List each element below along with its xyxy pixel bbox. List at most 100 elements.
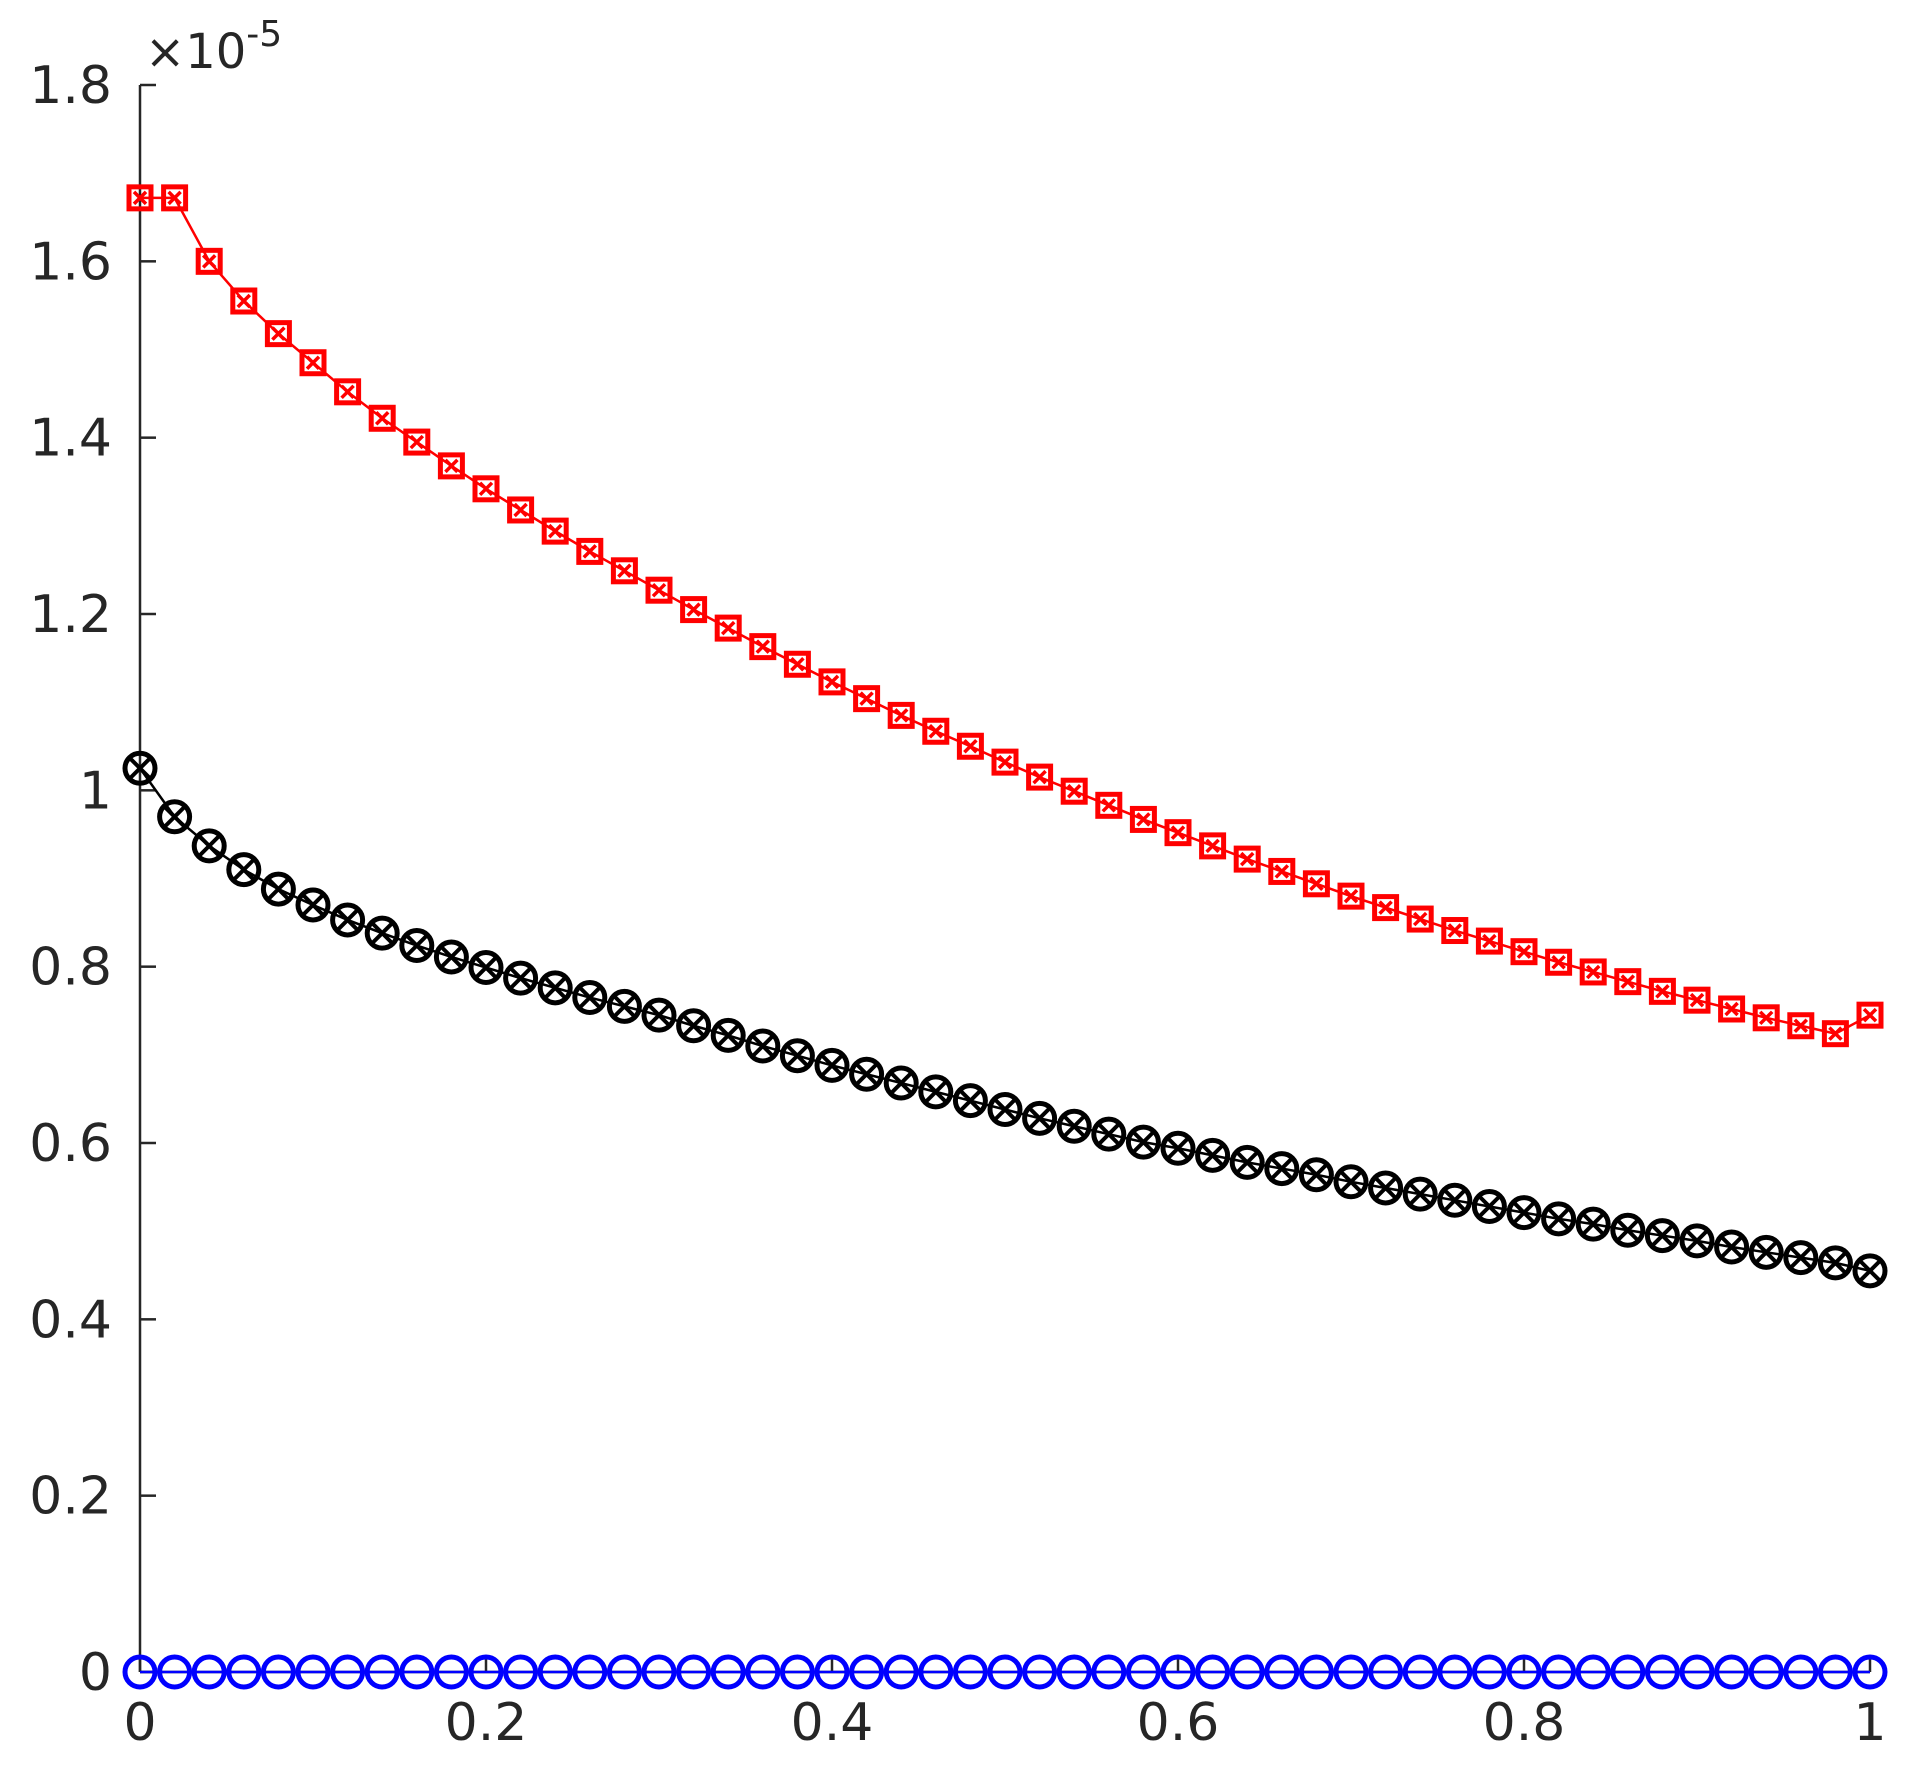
data-point (1718, 995, 1746, 1023)
cross-marker (439, 944, 464, 969)
circle-marker (641, 997, 677, 1033)
square-marker (1510, 938, 1538, 966)
data-point (749, 633, 777, 661)
square-marker (1718, 995, 1746, 1023)
cross-marker (305, 355, 321, 370)
cross-marker (1585, 964, 1601, 980)
circle-marker (1091, 1116, 1127, 1152)
circle-marker (503, 1654, 539, 1690)
data-point (191, 828, 227, 864)
cross-marker (854, 1062, 879, 1087)
cross-marker (824, 674, 840, 690)
x-tick-label: 0.8 (1483, 1693, 1566, 1753)
cross-marker (1862, 1007, 1878, 1023)
circle-marker (987, 1091, 1023, 1127)
data-point (745, 1654, 781, 1690)
circle-marker (1575, 1206, 1611, 1242)
data-point (537, 1654, 573, 1690)
circle-marker (1541, 1654, 1577, 1690)
exponent-base: ×10 (145, 24, 246, 80)
data-point (987, 1654, 1023, 1690)
series-line (138, 767, 1871, 1273)
cross-marker (1170, 825, 1186, 840)
data-point (1817, 1245, 1853, 1281)
y-tick-label: 1 (79, 761, 112, 821)
data-point (641, 997, 677, 1033)
square-marker (1164, 819, 1192, 847)
cross-marker (1412, 911, 1428, 927)
cross-marker (1378, 900, 1393, 915)
data-point (1506, 1654, 1542, 1690)
data-point (887, 701, 915, 729)
data-point (1644, 1218, 1680, 1254)
data-point (779, 1654, 815, 1690)
data-point (1852, 1654, 1888, 1690)
cross-marker (132, 190, 148, 206)
data-point (1095, 791, 1123, 819)
circle-marker (1506, 1195, 1542, 1231)
square-marker (1752, 1004, 1780, 1032)
circle-marker (1437, 1182, 1473, 1218)
circle-marker (779, 1038, 815, 1074)
square-marker (1199, 832, 1227, 860)
cross-marker (508, 966, 533, 991)
circle-marker (918, 1654, 954, 1690)
data-point (883, 1065, 919, 1101)
circle-marker (399, 1654, 435, 1690)
y-tick-label: 1.4 (29, 409, 112, 469)
data-point (1229, 1654, 1265, 1690)
circle-marker (676, 1008, 712, 1044)
cross-marker (1758, 1010, 1774, 1026)
circle-marker (537, 970, 573, 1006)
circle-marker (1714, 1654, 1750, 1690)
cross-marker (231, 857, 256, 882)
data-point (1368, 1170, 1404, 1206)
circle-marker (745, 1654, 781, 1690)
data-point (295, 887, 331, 923)
data-point (1510, 938, 1538, 966)
data-point (195, 247, 223, 275)
data-point (264, 320, 292, 348)
circle-marker (1022, 1654, 1058, 1690)
cross-marker (1857, 1258, 1883, 1283)
data-point (676, 1654, 712, 1690)
data-point (1610, 1654, 1646, 1690)
data-point (1545, 948, 1573, 976)
axes (138, 85, 1870, 1674)
circle-marker (260, 1654, 296, 1690)
square-marker (195, 247, 223, 275)
y-tick-label: 0.4 (29, 1290, 112, 1350)
square-marker (749, 633, 777, 661)
data-point (468, 950, 504, 986)
circle-marker (537, 1654, 573, 1690)
circle-marker (1368, 1654, 1404, 1690)
data-point (1022, 1654, 1058, 1690)
cross-marker (1027, 1106, 1052, 1131)
circle-marker (191, 828, 227, 864)
cross-marker (893, 708, 909, 723)
data-point (814, 1654, 850, 1690)
data-point (1683, 986, 1711, 1014)
series-line (140, 196, 1871, 1035)
data-point (610, 557, 638, 585)
circle-marker (1298, 1157, 1334, 1193)
circle-marker (849, 1654, 885, 1690)
cross-marker (755, 639, 771, 654)
data-point (641, 1654, 677, 1690)
cross-marker (790, 657, 805, 672)
square-marker (1475, 927, 1503, 955)
x-tick-label: 0.2 (445, 1693, 528, 1753)
cross-marker (271, 326, 286, 341)
square-marker (334, 378, 362, 406)
data-point (161, 184, 189, 212)
data-point (191, 1654, 227, 1690)
data-point (1091, 1654, 1127, 1690)
circle-marker (1333, 1164, 1369, 1200)
data-point (676, 1008, 712, 1044)
square-marker (1026, 763, 1054, 791)
cross-marker (1239, 851, 1255, 867)
circle-marker (1160, 1654, 1196, 1690)
square-marker (714, 614, 742, 642)
circle-marker (1644, 1654, 1680, 1690)
cross-marker (963, 739, 978, 754)
